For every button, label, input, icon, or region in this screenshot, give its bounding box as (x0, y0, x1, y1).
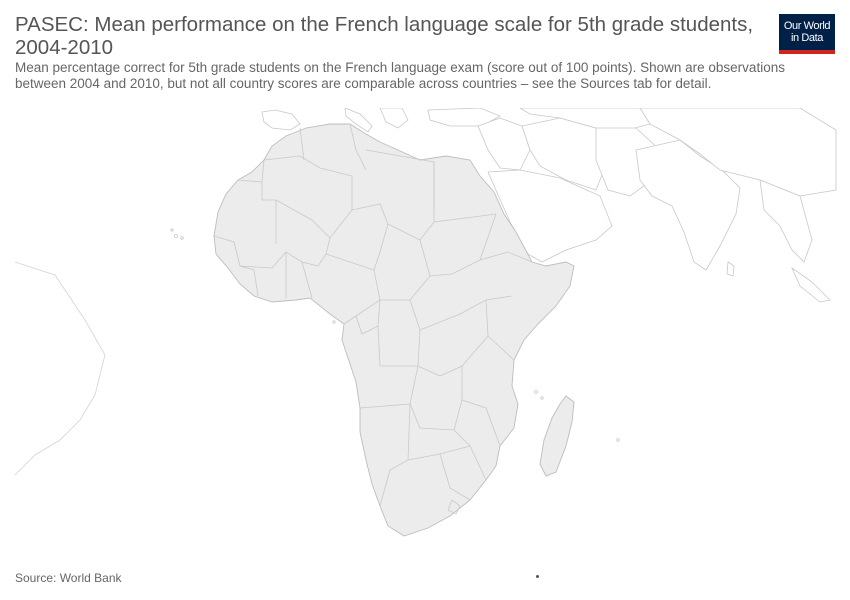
india-region (635, 139, 741, 271)
islands (170, 228, 620, 442)
madagascar (539, 395, 575, 477)
sumatra (791, 266, 831, 303)
timeline-dot (536, 575, 539, 578)
source-note[interactable]: Source: World Bank (15, 571, 122, 585)
spain-region (261, 109, 301, 131)
south-america-coast (14, 261, 106, 476)
italy-region (344, 108, 373, 133)
owid-logo[interactable]: Our World in Data (779, 14, 835, 54)
logo-line-1: Our World (783, 20, 831, 32)
other-countries (261, 108, 837, 303)
sri-lanka (726, 261, 735, 277)
world-map[interactable] (0, 108, 850, 563)
middle-east-region (477, 117, 531, 171)
chart-title: PASEC: Mean performance on the French la… (15, 13, 754, 59)
chart-subtitle: Mean percentage correct for 5th grade st… (15, 60, 785, 91)
africa-continent (213, 123, 575, 537)
logo-line-2: in Data (790, 32, 824, 44)
african-borders (213, 123, 533, 515)
southeast-asia (759, 179, 813, 263)
balkans-region (379, 108, 409, 129)
